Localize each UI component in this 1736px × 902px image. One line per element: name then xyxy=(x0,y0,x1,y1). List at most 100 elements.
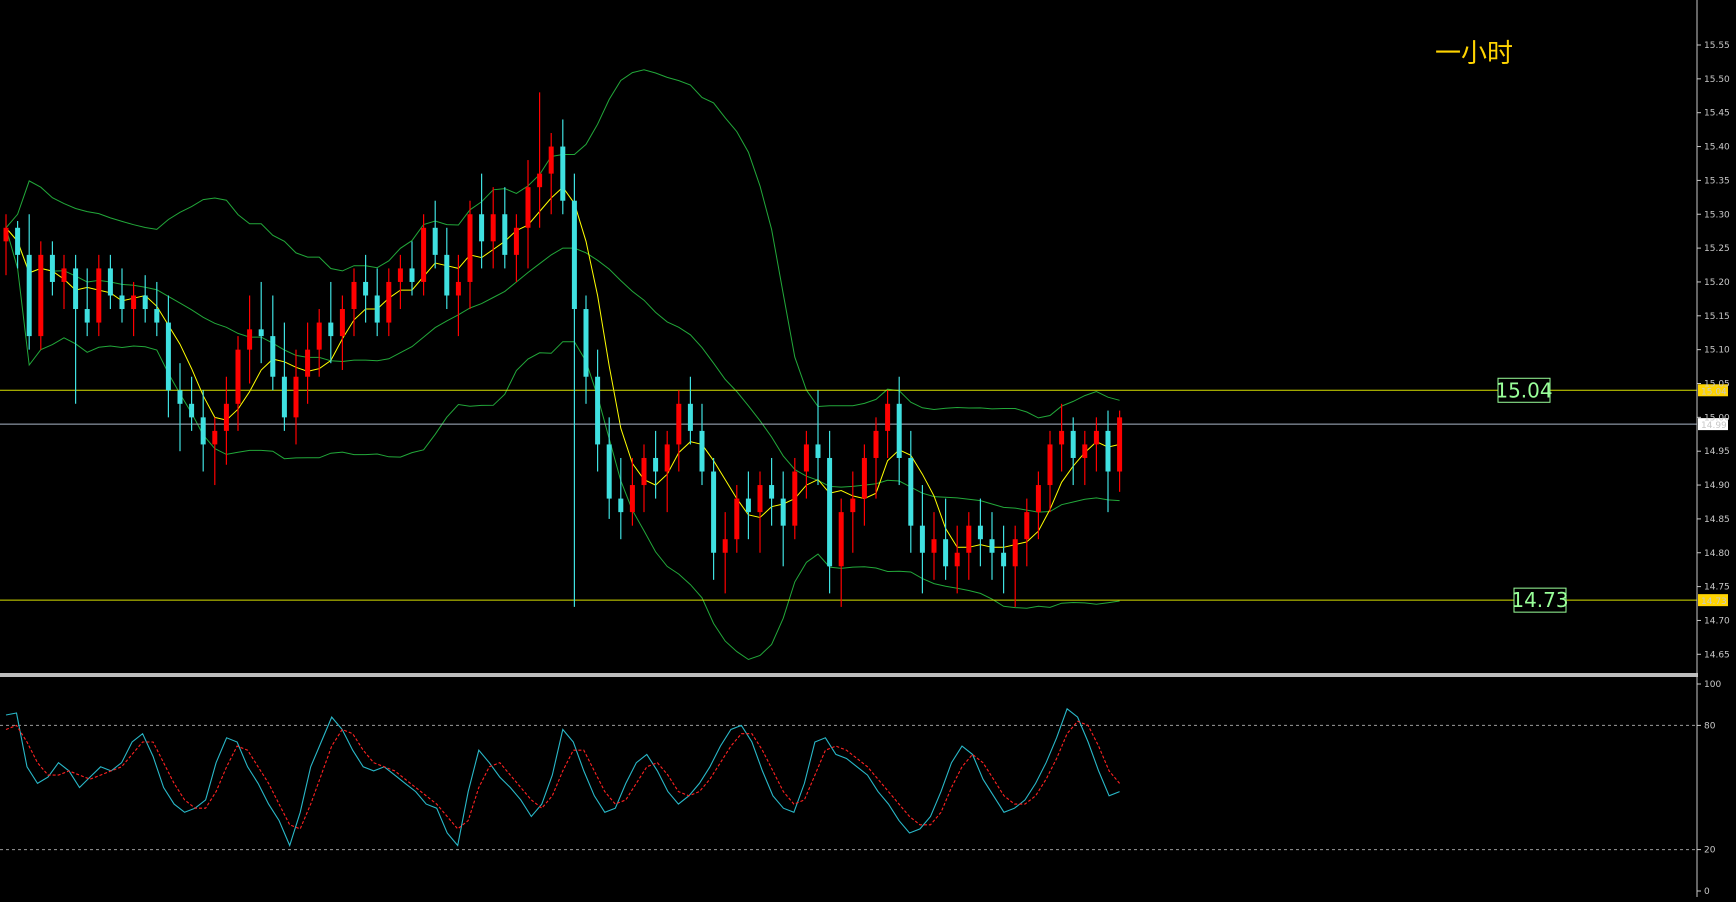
price-tick-label: 15.50 xyxy=(1704,75,1730,85)
candle-body xyxy=(455,281,461,296)
candle-body xyxy=(734,498,740,540)
candle-body xyxy=(84,309,90,323)
candle-body xyxy=(943,539,949,567)
candle-body xyxy=(827,457,833,567)
candle-body xyxy=(490,214,496,242)
price-axis: 15.04 14.73 14.99 15.55 15.50 15.45 15.40 15.35… xyxy=(1696,0,1730,897)
price-tick-label: 15.40 xyxy=(1704,143,1730,153)
stoch-d-line xyxy=(5,720,1121,830)
level-label-box xyxy=(1497,377,1551,403)
candle-body xyxy=(316,322,322,350)
candle-body xyxy=(653,457,659,472)
candle-body xyxy=(363,281,369,296)
axis-level-tag-text: 14.73 xyxy=(1701,597,1727,607)
candle-body xyxy=(107,268,113,296)
candle-body xyxy=(374,295,380,323)
candle-body xyxy=(467,214,473,282)
candle-body xyxy=(212,430,218,445)
candle-body xyxy=(1035,485,1041,513)
candle-body xyxy=(223,403,229,431)
candle-body xyxy=(26,254,32,337)
candle-body xyxy=(525,187,531,228)
candle-body xyxy=(235,349,241,404)
candle-body xyxy=(722,539,728,553)
candle-body xyxy=(38,254,44,337)
candle-body xyxy=(293,376,299,418)
candle-body xyxy=(560,146,566,201)
candles xyxy=(3,92,1123,607)
candle-body xyxy=(3,227,9,242)
axis-level-tag-text: 15.04 xyxy=(1701,387,1727,397)
candle-body xyxy=(931,539,937,553)
candle-body xyxy=(885,403,891,431)
candle-body xyxy=(803,444,809,472)
price-tick-label: 15.45 xyxy=(1704,109,1730,119)
candle-body xyxy=(629,485,635,513)
candle-body xyxy=(339,309,345,337)
candle-body xyxy=(432,227,438,255)
candle-body xyxy=(838,512,844,567)
candle-body xyxy=(989,539,995,553)
candle-body xyxy=(606,444,612,499)
candle-body xyxy=(641,457,647,486)
candle-body xyxy=(409,268,415,282)
candle-body xyxy=(699,430,705,472)
candle-body xyxy=(397,268,403,282)
candle-body xyxy=(15,227,21,255)
price-tick-label: 15.30 xyxy=(1704,210,1730,220)
candle-body xyxy=(977,525,983,540)
stoch-k-line xyxy=(5,707,1120,848)
level-label-box xyxy=(1513,587,1567,613)
candle-body xyxy=(1070,430,1076,458)
candle-body xyxy=(258,329,264,337)
stoch-tick-label: 100 xyxy=(1704,680,1721,690)
candle-body xyxy=(1012,539,1018,567)
candle-body xyxy=(73,268,79,310)
candle-body xyxy=(780,498,786,526)
candle-body xyxy=(61,268,67,282)
candle-body xyxy=(908,457,914,526)
candle-body xyxy=(571,200,577,310)
price-tick-label: 14.85 xyxy=(1704,515,1730,525)
candle-body xyxy=(548,146,554,174)
candle-body xyxy=(861,457,867,499)
candle-body xyxy=(537,173,543,188)
candle-body xyxy=(444,254,450,296)
candle-body xyxy=(479,214,485,242)
candle-body xyxy=(142,295,148,310)
candle-body xyxy=(745,498,751,513)
axis-level-tag xyxy=(1698,594,1728,607)
price-tick-label: 15.15 xyxy=(1704,312,1730,322)
candle-body xyxy=(873,430,879,458)
price-tick-label: 14.95 xyxy=(1704,447,1730,457)
candle-body xyxy=(49,254,55,282)
candle-body xyxy=(154,309,160,323)
price-tick-label: 14.70 xyxy=(1704,616,1730,626)
candle-body xyxy=(177,390,183,404)
candle-body xyxy=(676,403,682,445)
price-tick-label: 15.00 xyxy=(1704,413,1730,423)
candle-body xyxy=(1082,444,1088,458)
candle-body xyxy=(513,227,519,255)
candle-body xyxy=(189,403,195,418)
price-tick-label: 14.90 xyxy=(1704,481,1730,491)
candle-body xyxy=(1047,444,1053,486)
candle-body xyxy=(664,444,670,472)
candle-body xyxy=(281,376,287,418)
candle-body xyxy=(1024,512,1030,540)
candle-body xyxy=(815,444,821,458)
stochastic-panel: 100 80 20 0 xyxy=(0,673,1721,897)
candle-body xyxy=(618,498,624,513)
candle-body xyxy=(757,485,763,513)
candle-body xyxy=(919,525,925,553)
candle-body xyxy=(1117,417,1123,472)
candle-body xyxy=(583,309,589,377)
current-price-tag-text: 14.99 xyxy=(1701,421,1727,431)
price-tick-label: 15.25 xyxy=(1704,244,1730,254)
level-label: 15.04 xyxy=(1495,378,1552,402)
candle-body xyxy=(966,525,972,553)
chart-title: 一小时 xyxy=(1435,39,1513,69)
stoch-tick-label: 20 xyxy=(1704,846,1716,856)
